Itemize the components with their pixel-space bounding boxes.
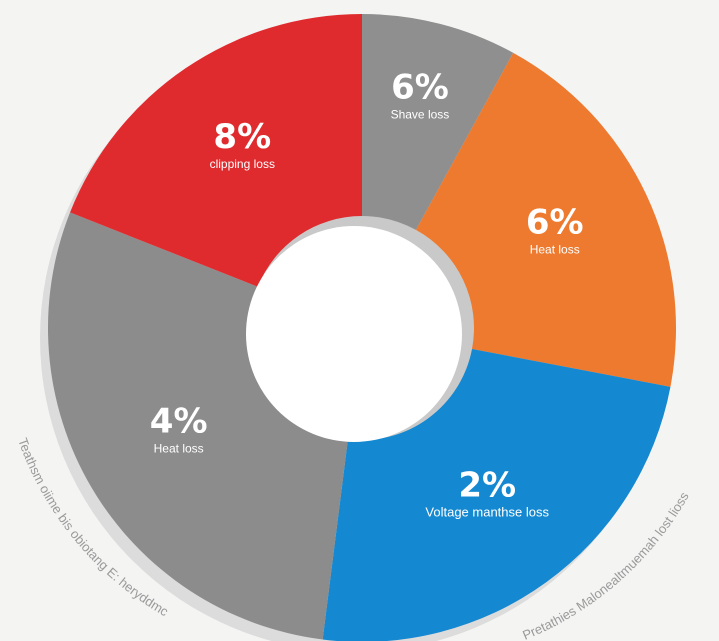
donut-slice — [362, 14, 514, 230]
slice-name-label: Heat loss — [154, 441, 204, 455]
donut-slice — [415, 52, 676, 387]
slice-percent-label: 6% — [391, 67, 449, 107]
slice-name-label: clipping loss — [210, 157, 275, 171]
slice-name-label: Shave loss — [391, 107, 450, 121]
slice-name-label: Heat loss — [530, 242, 580, 256]
donut-hole — [246, 226, 462, 442]
donut-slice — [322, 348, 671, 641]
slice-percent-label: 6% — [526, 202, 584, 242]
slice-group — [47, 14, 676, 641]
donut-slice — [47, 212, 348, 640]
slice-percent-label: 8% — [213, 117, 271, 157]
slice-percent-label: 4% — [150, 401, 208, 441]
slice-percent-label: 2% — [458, 465, 516, 505]
slice-name-label: Voltage manthse loss — [425, 504, 549, 519]
donut-slice — [70, 14, 363, 287]
